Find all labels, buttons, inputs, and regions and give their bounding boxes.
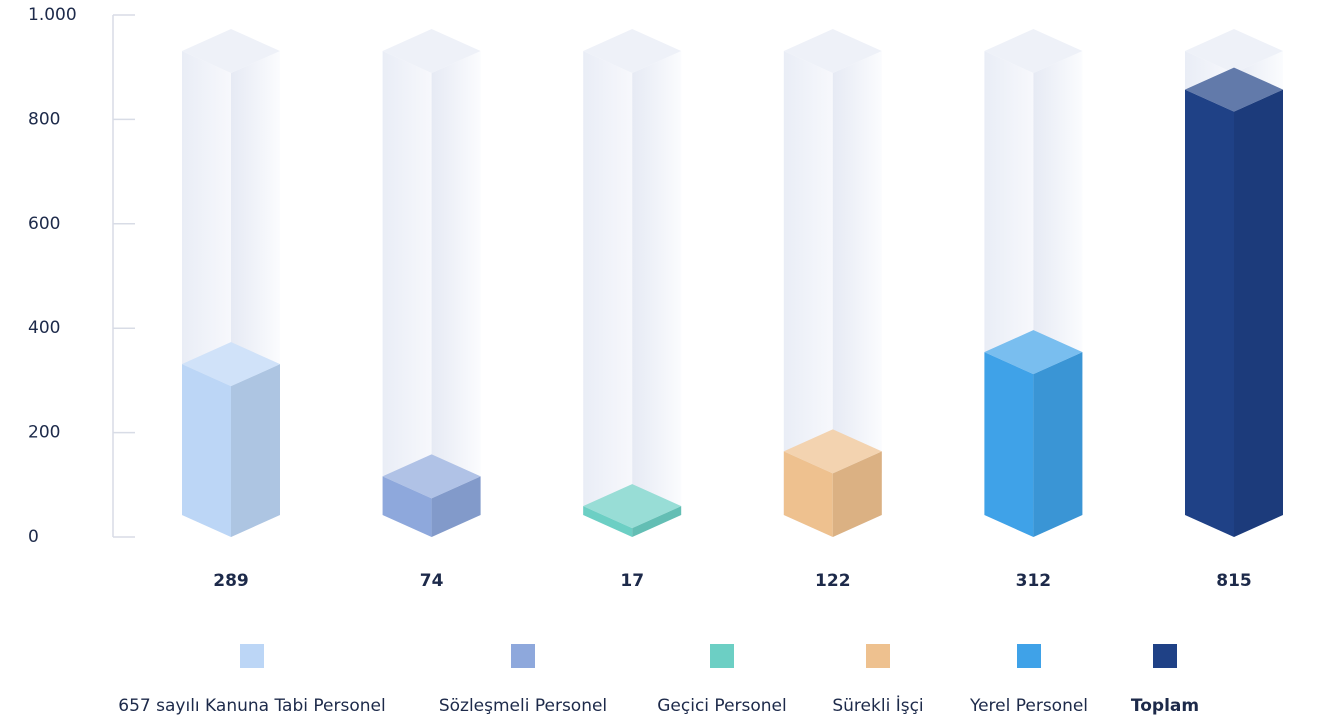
bar-top-light <box>1185 67 1283 112</box>
bar-side-shade <box>1234 89 1283 537</box>
bar-side-shade <box>431 476 481 537</box>
bar-front <box>1185 89 1234 537</box>
value-label: 74 <box>420 571 444 591</box>
ghost-column-top <box>583 29 682 73</box>
legend-swatch <box>1153 644 1177 668</box>
value-label: 122 <box>815 571 851 591</box>
bar-side <box>1033 352 1083 537</box>
bar-top <box>583 484 682 529</box>
bar-front <box>182 364 231 537</box>
bar-top <box>984 330 1083 375</box>
legend-label: Yerel Personel <box>969 696 1088 716</box>
bar-side <box>231 364 280 537</box>
bar-front <box>984 352 1034 537</box>
bar-front <box>382 476 432 537</box>
legend-swatch <box>866 644 890 668</box>
bar-side <box>632 506 682 537</box>
bar-top <box>382 454 481 499</box>
legend-label: Geçici Personel <box>657 696 786 716</box>
bar-top-light <box>583 484 682 529</box>
value-label: 815 <box>1216 571 1252 591</box>
ghost-column-front <box>583 51 633 537</box>
ghost-column-front <box>783 51 833 537</box>
ghost-column-top <box>783 29 882 73</box>
ghost-column-top <box>1185 29 1283 73</box>
value-label: 289 <box>213 571 249 591</box>
bar-top-light <box>984 330 1083 375</box>
bar-top <box>1185 67 1283 112</box>
ghost-column-top <box>182 29 280 73</box>
y-tick-label: 400 <box>28 318 60 338</box>
bar-top <box>182 342 280 387</box>
legend-swatch <box>511 644 535 668</box>
value-label: 312 <box>1016 571 1052 591</box>
y-tick-label: 1.000 <box>28 5 77 25</box>
legend-label: Sürekli İşçi <box>832 695 923 716</box>
bar-side-shade <box>832 451 882 537</box>
y-tick-label: 200 <box>28 423 60 443</box>
bar-top <box>783 429 882 474</box>
bar-side-shade <box>231 364 280 537</box>
bar-top-light <box>182 342 280 387</box>
bar-side <box>431 476 481 537</box>
legend-label: 657 sayılı Kanuna Tabi Personel <box>118 696 385 716</box>
ghost-column-top <box>984 29 1083 73</box>
bar-front <box>783 451 833 537</box>
ghost-column-side <box>632 51 682 537</box>
legend-swatch <box>1017 644 1041 668</box>
bar-top-light <box>783 429 882 474</box>
y-tick-label: 0 <box>28 527 39 547</box>
value-label: 17 <box>620 571 644 591</box>
bar-side <box>1234 89 1283 537</box>
ghost-column-top <box>382 29 481 73</box>
ghost-column-side <box>431 51 481 537</box>
bar-side-shade <box>632 506 682 537</box>
ghost-column-front <box>382 51 432 537</box>
y-tick-label: 800 <box>28 109 60 129</box>
legend-label: Sözleşmeli Personel <box>439 696 607 716</box>
legend-swatch <box>710 644 734 668</box>
bar-front <box>583 506 633 537</box>
legend-swatch <box>240 644 264 668</box>
ghost-column-side <box>832 51 882 537</box>
legend-label: Toplam <box>1131 696 1199 716</box>
y-tick-label: 600 <box>28 214 60 234</box>
bar-side <box>832 451 882 537</box>
bar-top-light <box>382 454 481 499</box>
bar-side-shade <box>1033 352 1083 537</box>
